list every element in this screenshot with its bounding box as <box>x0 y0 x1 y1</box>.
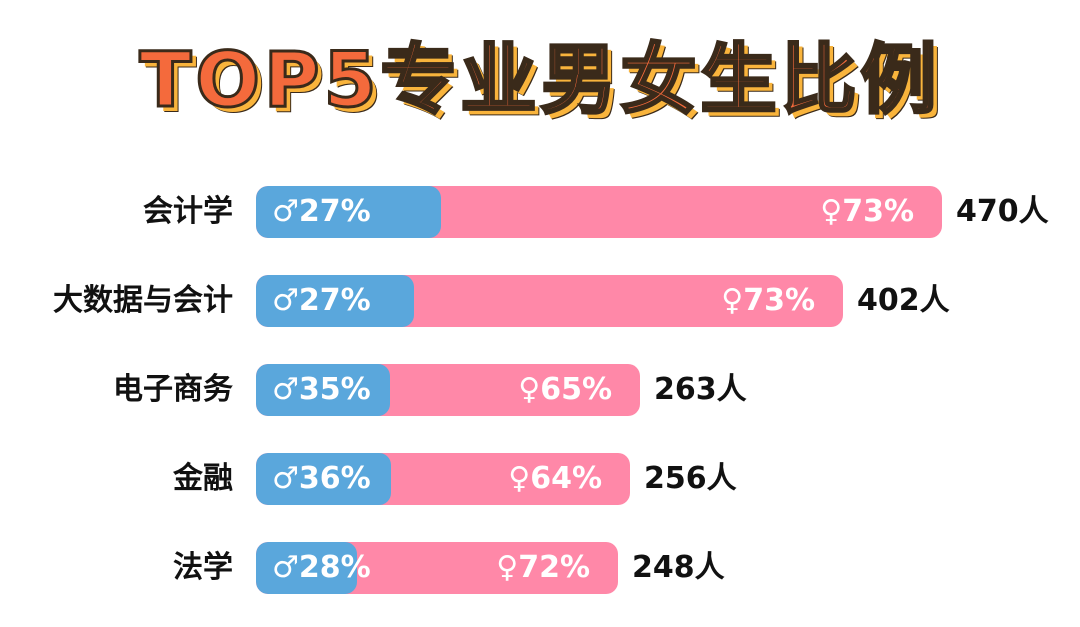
category-label: 会计学 <box>143 194 233 229</box>
category-label: 大数据与会计 <box>53 283 233 318</box>
bar-male-segment <box>256 186 441 238</box>
female-percent-label: ♀73% <box>820 194 914 229</box>
bar-male-segment <box>256 275 414 327</box>
female-percent-label: ♀72% <box>496 550 590 585</box>
female-percent-label: ♀64% <box>508 461 602 496</box>
bar-female-segment: ♂27% ♀73% <box>256 186 942 238</box>
male-percent-label: ♂35% <box>272 372 371 407</box>
bar-female-segment: ♂28% ♀72% <box>256 542 618 594</box>
category-label: 金融 <box>173 461 233 496</box>
chart-title: TOP5专业男女生比例 <box>138 35 941 124</box>
bar-male-segment <box>256 453 391 505</box>
total-count-label: 248人 <box>632 550 725 585</box>
bar-female-segment: ♂27% ♀73% <box>256 275 843 327</box>
total-count-label: 402人 <box>857 283 950 318</box>
category-label: 法学 <box>173 550 233 585</box>
total-count-label: 470人 <box>956 194 1049 229</box>
category-label: 电子商务 <box>113 372 233 407</box>
bar-male-segment <box>256 542 357 594</box>
bar-male-segment <box>256 364 390 416</box>
female-percent-label: ♀65% <box>518 372 612 407</box>
total-count-label: 263人 <box>654 372 747 407</box>
female-percent-label: ♀73% <box>721 283 815 318</box>
male-percent-label: ♂27% <box>272 283 371 318</box>
male-percent-label: ♂36% <box>272 461 371 496</box>
bar-female-segment: ♂36% ♀64% <box>256 453 630 505</box>
total-count-label: 256人 <box>644 461 737 496</box>
male-percent-label: ♂28% <box>272 550 371 585</box>
bar-female-segment: ♂35% ♀65% <box>256 364 640 416</box>
male-percent-label: ♂27% <box>272 194 371 229</box>
